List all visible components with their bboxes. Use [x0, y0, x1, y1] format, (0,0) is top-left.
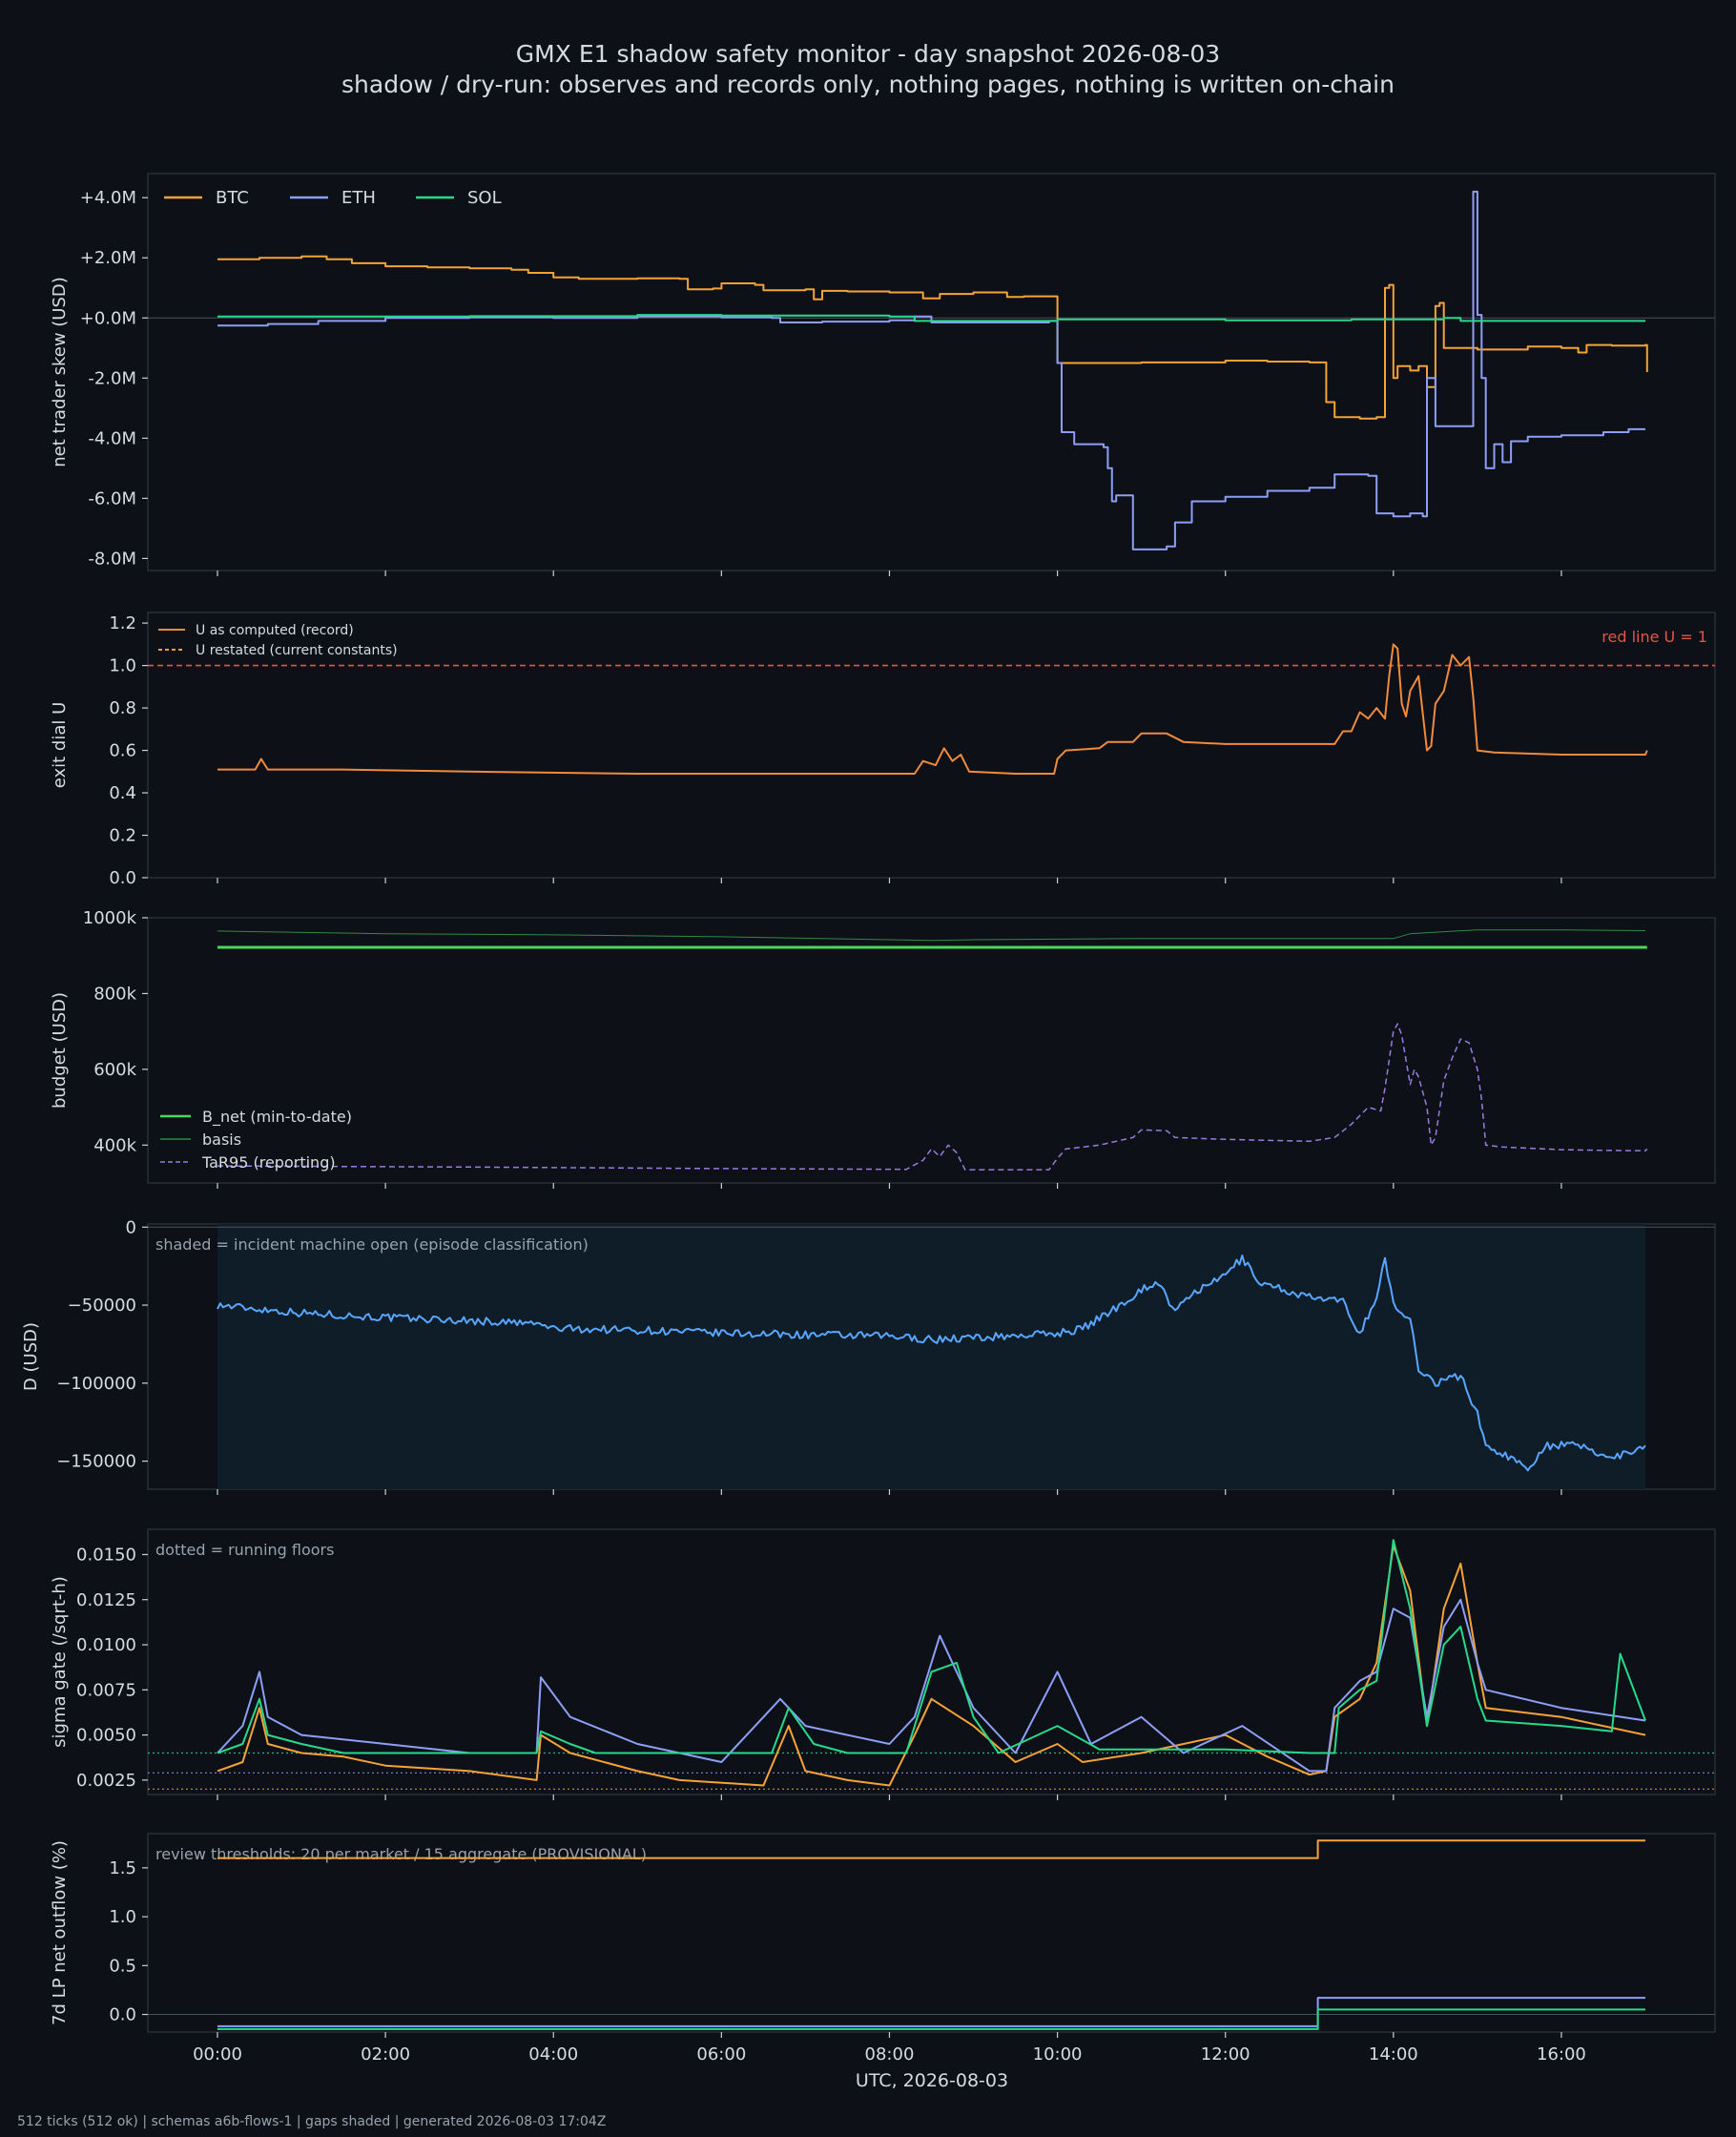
panel-annotation: dotted = running floors [155, 1541, 334, 1559]
series-btc [217, 1545, 1646, 1787]
panel-frame [147, 173, 1716, 571]
y-tick-label: 1.5 [109, 1858, 136, 1878]
panel-dvalue: 0 −50000 −100000 −150000 D (USD) shaded = inc… [21, 1217, 1716, 1495]
legend-label: B_net (min-to-date) [202, 1108, 352, 1127]
panel-outflow: 0.0 0.5 1.0 1.5 7d LP net outflow (%) review … [50, 1833, 1716, 2091]
series-btc [217, 255, 1648, 420]
y-tick-label: 0.6 [109, 741, 136, 761]
y-tick-label: -6.0M [88, 488, 136, 508]
legend-label: ETH [341, 188, 376, 208]
y-axis-label: budget (USD) [50, 992, 70, 1109]
x-tick-label: 06:00 [696, 2044, 746, 2064]
y-tick-label: −100000 [56, 1374, 136, 1394]
y-tick-label: 0.0 [109, 2005, 136, 2025]
x-tick-label: 02:00 [361, 2044, 410, 2064]
y-tick-label: 0.8 [109, 698, 136, 718]
x-tick-label: 16:00 [1537, 2044, 1586, 2064]
y-axis-label: D (USD) [21, 1322, 41, 1391]
y-tick-label: +0.0M [80, 308, 136, 328]
y-tick-label: -2.0M [88, 368, 136, 388]
y-axis-label: exit dial U [50, 702, 70, 789]
series-sol [217, 314, 1645, 322]
legend-label: SOL [467, 188, 502, 208]
x-tick-label: 14:00 [1369, 2044, 1418, 2064]
y-tick-label: +2.0M [80, 248, 136, 268]
y-tick-label: 0.0075 [76, 1680, 136, 1700]
y-tick-label: 0.0125 [76, 1590, 136, 1610]
panel-annotation: review thresholds: 20 per market / 15 ag… [155, 1845, 647, 1863]
legend-label: BTC [216, 188, 249, 208]
y-tick-label: -8.0M [88, 549, 136, 569]
y-tick-label: 1.0 [109, 1907, 136, 1927]
series-btc [217, 1839, 1645, 1859]
series-sol [217, 2008, 1645, 2030]
y-tick-label: 1.0 [109, 656, 136, 676]
panel-dial: 0.0 0.2 0.4 0.6 0.8 1.0 1.2 exit dial U red line… [50, 612, 1716, 888]
y-tick-label: −150000 [56, 1452, 136, 1472]
series-basis [217, 929, 1646, 942]
series-eth [217, 190, 1645, 550]
legend-label: basis [202, 1131, 241, 1149]
panel-annotation: shaded = incident machine open (episode … [155, 1235, 589, 1254]
y-tick-label: 0.0025 [76, 1771, 136, 1791]
series-d [217, 1255, 1646, 1472]
y-tick-label: 0.0150 [76, 1545, 136, 1565]
y-tick-label: 400k [93, 1135, 136, 1155]
panel-budget: 1000k 800k 600k 400k budget (USD) B_net (min-… [50, 908, 1716, 1189]
legend-label: TaR95 (reporting) [201, 1153, 336, 1172]
panel-sigma: 0.0025 0.0050 0.0075 0.0100 0.0125 0.0150 sigm… [50, 1528, 1716, 1800]
legend-label: U restated (current constants) [196, 643, 398, 658]
x-axis-label: UTC, 2026-08-03 [856, 2070, 1008, 2091]
x-tick-label: 04:00 [528, 2044, 578, 2064]
y-tick-label: 0 [126, 1217, 136, 1237]
series-sol [217, 1539, 1646, 1754]
legend-label: U as computed (record) [196, 623, 354, 638]
y-tick-label: 0.0050 [76, 1726, 136, 1746]
figure-footer: 512 ticks (512 ok) | schemas a6b-flows-1… [17, 2114, 607, 2129]
series-tar95-reporting- [217, 1023, 1648, 1171]
y-tick-label: 0.0100 [76, 1635, 136, 1655]
x-tick-label: 00:00 [193, 2044, 242, 2064]
panel-frame [147, 1833, 1716, 2033]
y-tick-label: −50000 [68, 1296, 136, 1316]
panel-skew: +4.0M +2.0M +0.0M -2.0M -4.0M -6.0M -8.0M net t… [50, 173, 1716, 576]
y-tick-label: 600k [93, 1060, 136, 1080]
y-tick-label: 800k [93, 984, 136, 1004]
x-tick-label: 10:00 [1033, 2044, 1083, 2064]
y-tick-label: -4.0M [88, 428, 136, 448]
figure-title: GMX E1 shadow safety monitor - day snaps… [515, 40, 1221, 68]
y-tick-label: +4.0M [80, 188, 136, 208]
y-tick-label: 0.4 [109, 783, 136, 803]
y-tick-label: 1.2 [109, 613, 136, 633]
y-axis-label: sigma gate (/sqrt-h) [50, 1576, 70, 1748]
y-axis-label: 7d LP net outflow (%) [50, 1840, 70, 2025]
panel-frame [147, 917, 1716, 1184]
incident-shade [217, 1224, 1645, 1489]
y-tick-label: 0.0 [109, 868, 136, 888]
y-tick-label: 1000k [83, 908, 137, 928]
y-axis-label: net trader skew (USD) [50, 277, 70, 467]
x-tick-label: 08:00 [865, 2044, 915, 2064]
x-tick-label: 12:00 [1201, 2044, 1250, 2064]
series-u-as-computed-record- [217, 643, 1648, 775]
y-tick-label: 0.5 [109, 1956, 136, 1976]
figure-subtitle: shadow / dry-run: observes and records o… [341, 71, 1395, 98]
y-tick-label: 0.2 [109, 826, 136, 846]
redline-label: red line U = 1 [1602, 628, 1707, 646]
